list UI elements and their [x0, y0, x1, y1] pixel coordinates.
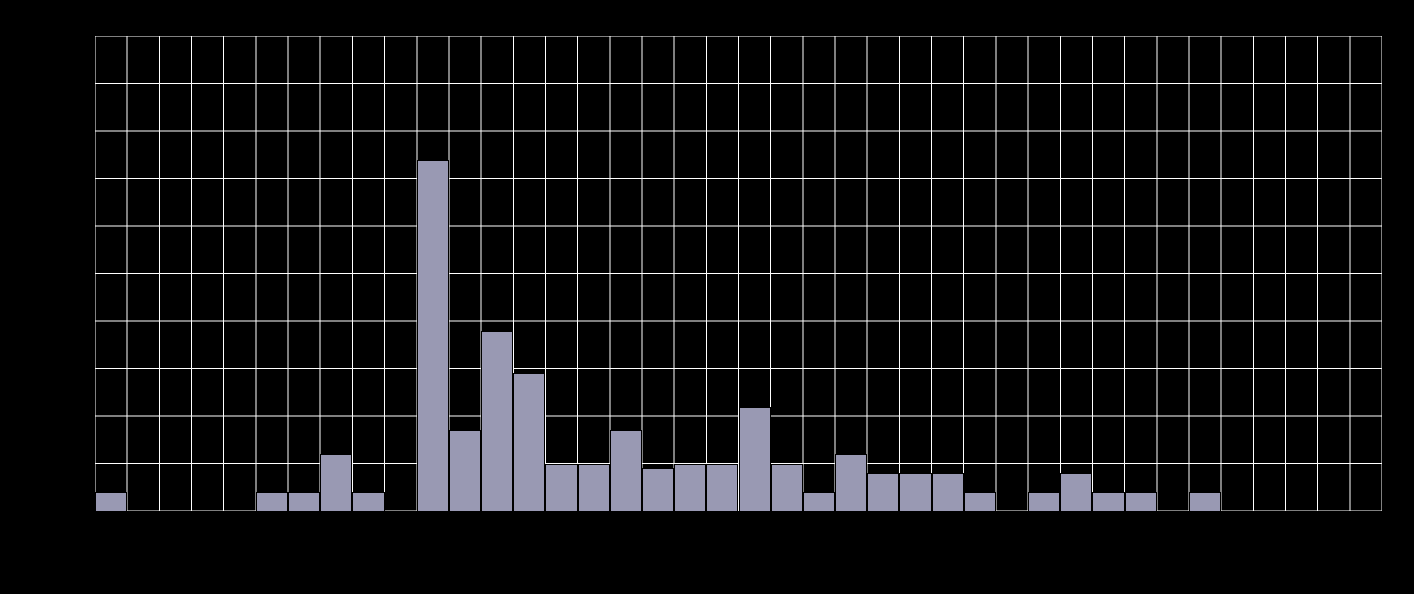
bar — [835, 454, 867, 511]
bar — [513, 373, 545, 511]
bar — [610, 430, 642, 511]
bar — [481, 331, 513, 512]
bar — [1028, 492, 1060, 511]
bar — [1189, 492, 1221, 511]
bar — [771, 464, 803, 512]
histogram-chart — [0, 0, 1414, 594]
bar — [1125, 492, 1157, 511]
bar — [288, 492, 320, 511]
bar — [449, 430, 481, 511]
bar — [803, 492, 835, 511]
bar — [899, 473, 931, 511]
bar — [867, 473, 899, 511]
bar — [642, 468, 674, 511]
bar — [932, 473, 964, 511]
bar — [545, 464, 577, 512]
bar — [256, 492, 288, 511]
bar — [1092, 492, 1124, 511]
bar — [739, 407, 771, 512]
bar — [1060, 473, 1092, 511]
bar — [674, 464, 706, 512]
bar — [964, 492, 996, 511]
bar — [352, 492, 384, 511]
bar — [417, 160, 449, 512]
bar — [578, 464, 610, 512]
bar — [320, 454, 352, 511]
bar — [706, 464, 738, 512]
bars-layer — [95, 36, 1382, 511]
plot-area — [95, 36, 1382, 511]
bar — [95, 492, 127, 511]
